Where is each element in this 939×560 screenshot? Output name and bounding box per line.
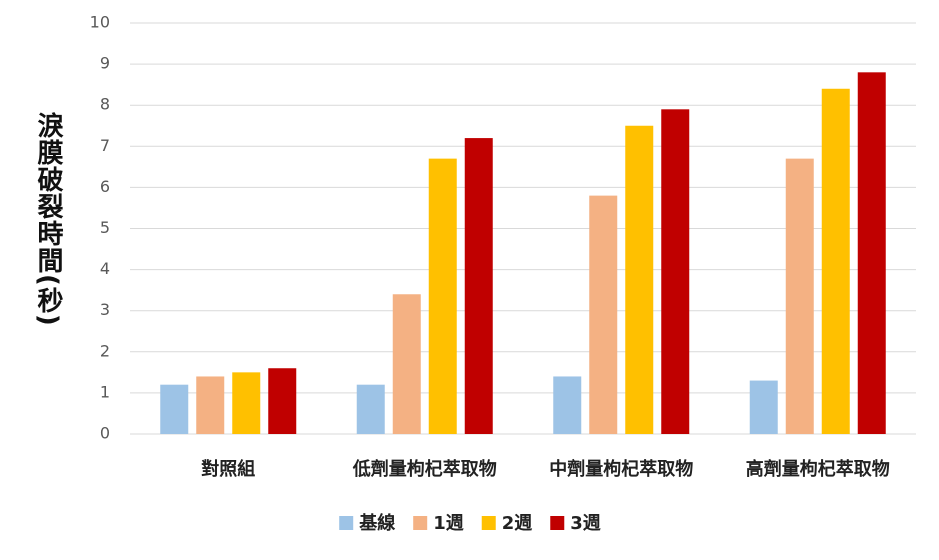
x-tick-label: 低劑量枸杞萃取物 — [352, 458, 497, 480]
bar — [661, 109, 690, 434]
bar — [589, 195, 618, 434]
legend-swatch — [481, 516, 496, 530]
bar — [428, 158, 457, 434]
bar — [625, 125, 654, 434]
y-tick-label: 1 — [100, 382, 110, 401]
y-tick-label: 3 — [100, 300, 110, 319]
bar — [857, 72, 886, 434]
y-tick-label: 7 — [100, 136, 110, 155]
bar — [356, 384, 385, 434]
bar — [464, 138, 493, 434]
y-tick-label: 8 — [100, 95, 110, 114]
legend-swatch — [550, 516, 565, 530]
bar — [196, 376, 225, 434]
bar — [821, 88, 850, 434]
y-tick-label: 2 — [100, 341, 110, 360]
legend-label: 1週 — [433, 513, 464, 534]
x-tick-label: 對照組 — [201, 458, 255, 480]
bar — [749, 380, 778, 434]
bar — [268, 368, 297, 434]
y-tick-label: 4 — [100, 259, 110, 278]
x-tick-label: 中劑量枸杞萃取物 — [549, 458, 693, 480]
legend-label: 3週 — [570, 513, 601, 534]
y-tick-label: 9 — [100, 54, 110, 73]
x-tick-label: 高劑量枸杞萃取物 — [746, 458, 890, 480]
bar — [392, 294, 421, 434]
legend-label: 基線 — [358, 512, 395, 534]
y-tick-label: 6 — [100, 177, 110, 196]
bar — [785, 158, 814, 434]
y-axis-title: 淚膜破裂時間(秒) — [33, 112, 63, 327]
y-tick-label: 10 — [90, 13, 110, 32]
y-tick-label: 5 — [100, 218, 110, 237]
bar — [232, 372, 261, 434]
legend-swatch — [339, 516, 354, 530]
bar — [160, 384, 189, 434]
bar — [553, 376, 582, 434]
legend-label: 2週 — [502, 513, 533, 534]
y-tick-label: 0 — [100, 424, 110, 443]
legend-swatch — [413, 516, 428, 530]
